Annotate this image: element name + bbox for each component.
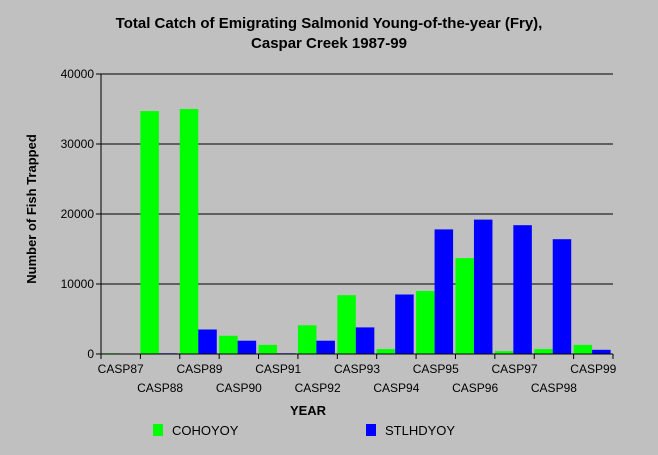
x-tick-label: CASP94 xyxy=(373,381,419,395)
x-tick-label: CASP92 xyxy=(295,381,341,395)
bar-stlhdyoy-casp93 xyxy=(355,327,375,354)
bar-stlhdyoy-casp90 xyxy=(237,340,257,354)
bar-stlhdyoy-casp98 xyxy=(552,239,572,354)
bar-cohoyoy-casp96 xyxy=(455,258,474,354)
chart-title-line2: Caspar Creek 1987-99 xyxy=(251,35,407,52)
bar-cohoyoy-casp92 xyxy=(297,325,317,354)
bar-stlhdyoy-casp92 xyxy=(316,340,335,354)
bar-cohoyoy-casp90 xyxy=(219,335,238,354)
legend: COHOYOY STLHDYOY xyxy=(153,423,455,438)
legend-swatch-stlhdyoy xyxy=(366,424,376,436)
x-tick-label: CASP90 xyxy=(216,381,262,395)
x-tick-label: CASP88 xyxy=(137,381,183,395)
bar-stlhdyoy-casp96 xyxy=(473,219,493,354)
bar-cohoyoy-casp89 xyxy=(179,109,199,354)
bar-cohoyoy-casp95 xyxy=(416,291,435,354)
plot-area: 0 10000 20000 30000 40000 CASP87 CASP88 CASP89 C… xyxy=(61,67,617,395)
chart-title-line1: Total Catch of Emigrating Salmonid Young… xyxy=(116,15,543,32)
x-tick-label: CASP91 xyxy=(255,362,301,376)
bar-stlhdyoy-casp95 xyxy=(434,229,454,354)
x-tick-label: CASP96 xyxy=(452,381,498,395)
bar-cohoyoy-casp93 xyxy=(337,295,356,354)
bar-stlhdyoy-casp94 xyxy=(395,294,414,354)
x-tick-label: CASP98 xyxy=(531,381,577,395)
bar-cohoyoy-casp98 xyxy=(534,349,553,354)
y-axis-title: Number of Fish Trapped xyxy=(24,134,39,284)
x-tick-label: CASP99 xyxy=(570,362,616,376)
bar-stlhdyoy-casp99 xyxy=(592,349,611,354)
x-tick-label: CASP97 xyxy=(492,362,538,376)
y-tick-label: 0 xyxy=(87,347,94,361)
bar-cohoyoy-casp97 xyxy=(494,351,514,354)
legend-swatch-cohoyoy xyxy=(153,424,163,436)
bar-cohoyoy-casp99 xyxy=(573,344,593,354)
bar-stlhdyoy-casp89 xyxy=(198,329,217,354)
bar-cohoyoy-casp91 xyxy=(258,344,278,354)
x-tick-label: CASP93 xyxy=(334,362,380,376)
legend-label-cohoyoy: COHOYOY xyxy=(172,423,239,438)
y-tick-label: 20000 xyxy=(61,207,95,221)
x-axis-title: YEAR xyxy=(290,403,327,418)
x-tick-label: CASP89 xyxy=(176,362,222,376)
x-tick-label: CASP95 xyxy=(413,362,459,376)
bar-stlhdyoy-casp97 xyxy=(513,225,532,354)
y-tick-label: 40000 xyxy=(61,67,95,81)
y-tick-label: 30000 xyxy=(61,137,95,151)
y-tick-label: 10000 xyxy=(61,277,95,291)
bar-cohoyoy-casp94 xyxy=(376,349,396,354)
x-tick-label: CASP87 xyxy=(98,362,144,376)
legend-label-stlhdyoy: STLHDYOY xyxy=(385,423,455,438)
bar-cohoyoy-casp88 xyxy=(140,111,159,354)
